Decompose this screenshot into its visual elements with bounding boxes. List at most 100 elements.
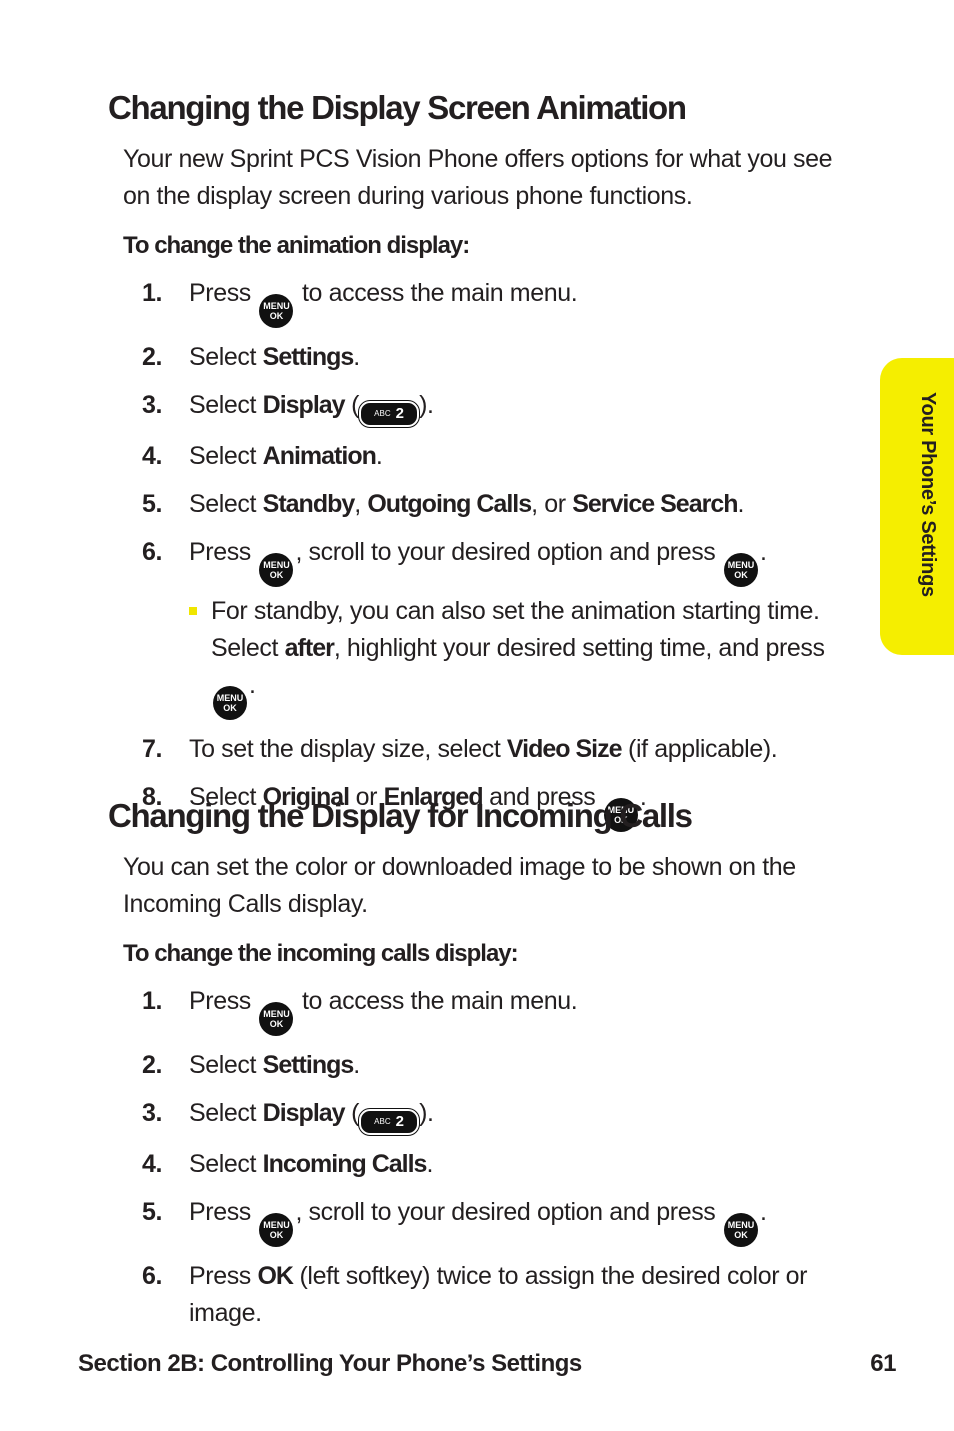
text: (left softkey) twice to assign the desir… bbox=[189, 1261, 808, 1327]
section: Changing the Display Screen Animation You… bbox=[0, 88, 880, 843]
icon-text: OK bbox=[223, 702, 237, 713]
icon-text: OK bbox=[734, 569, 748, 580]
text: Select bbox=[189, 1099, 263, 1127]
menu-key-icon: MENU OK bbox=[259, 1212, 294, 1247]
menu-key-icon: MENU OK bbox=[259, 552, 294, 587]
section: Changing the Display for Incoming Calls Y… bbox=[0, 796, 880, 1343]
text: (if applicable). bbox=[621, 734, 778, 763]
text: Select bbox=[189, 489, 263, 518]
bold-text: Original bbox=[262, 782, 350, 811]
step: 4. Select Incoming Calls. bbox=[142, 1146, 867, 1183]
bold-text: Display bbox=[262, 391, 346, 419]
bold-text: Settings bbox=[262, 1051, 355, 1079]
text: and press bbox=[482, 782, 602, 811]
icon-text: MENU bbox=[263, 1009, 290, 1019]
text: For standby, you can also set the animat… bbox=[211, 596, 820, 662]
text: . bbox=[759, 1197, 767, 1226]
text: Select bbox=[189, 441, 263, 470]
text: Select bbox=[189, 1149, 263, 1178]
step: 8. Select Original or Enlarged and press … bbox=[142, 779, 867, 832]
bold-text: Incoming Calls bbox=[262, 1149, 428, 1178]
icon-text: OK bbox=[734, 1229, 748, 1240]
icon-text: 2 bbox=[395, 405, 404, 422]
step: 5. Select Standby, Outgoing Calls, or Ser… bbox=[142, 486, 867, 523]
step-text: Select Animation. bbox=[189, 438, 383, 475]
step-number: 1. bbox=[142, 987, 163, 1015]
bold-text: Animation bbox=[262, 441, 377, 470]
step: 1. Press MENU OK to access the main menu. bbox=[142, 983, 867, 1036]
text: . bbox=[375, 441, 383, 470]
text: Select bbox=[189, 1051, 263, 1079]
step-number: 2. bbox=[142, 1051, 163, 1079]
step-text: Select Display (ABC 2). bbox=[189, 1095, 434, 1136]
text: , scroll to your desired option and pres… bbox=[295, 537, 722, 566]
step-number: 4. bbox=[142, 441, 163, 470]
text: , scroll to your desired option and pres… bbox=[295, 1197, 722, 1226]
section-title: Changing the Display for Incoming Calls bbox=[108, 797, 693, 834]
text: , highlight your desired setting time, a… bbox=[333, 633, 825, 662]
text: Press bbox=[189, 987, 258, 1015]
step-number: 5. bbox=[142, 1197, 163, 1226]
bold-text: Outgoing Calls bbox=[367, 489, 532, 518]
text: . bbox=[249, 670, 256, 699]
step-text: Select Settings. bbox=[189, 1047, 360, 1084]
icon-text: ABC bbox=[374, 409, 391, 418]
step-text: Select Settings. bbox=[189, 339, 360, 376]
icon-text: OK bbox=[269, 311, 284, 321]
step: 2. Select Settings. bbox=[142, 339, 867, 376]
text: . bbox=[737, 489, 745, 518]
icon-text: MENU bbox=[727, 559, 755, 570]
icon-text: 2 bbox=[395, 1113, 404, 1130]
icon-text: ABC bbox=[374, 1117, 391, 1126]
side-tab-label: Your Phone’s Settings bbox=[917, 392, 939, 597]
abc2-key-icon: ABC 2 bbox=[358, 1107, 421, 1136]
step-number: 3. bbox=[142, 391, 163, 419]
menu-key-icon: MENU OK bbox=[259, 1002, 294, 1036]
bold-text: Settings bbox=[262, 343, 355, 371]
step-number: 8. bbox=[142, 782, 163, 811]
step-text: To set the display size, select Video Si… bbox=[189, 731, 778, 768]
step: 3. Select Display (ABC 2). bbox=[142, 387, 867, 428]
step-number: 1. bbox=[142, 279, 163, 307]
step-text: Press MENU OK to access the main menu. bbox=[189, 983, 578, 1036]
bold-text: OK bbox=[257, 1261, 293, 1290]
step-number: 5. bbox=[142, 489, 163, 518]
side-tab bbox=[880, 358, 954, 655]
icon-text: MENU bbox=[216, 692, 244, 703]
text: Press bbox=[189, 537, 258, 566]
text: or bbox=[349, 782, 384, 811]
icon-text: OK bbox=[614, 814, 628, 825]
bullet-marker bbox=[189, 606, 197, 615]
step-text: Select Display (ABC 2). bbox=[189, 387, 434, 428]
step: 4. Select Animation. bbox=[142, 438, 867, 475]
menu-key-icon: MENU OK bbox=[723, 552, 758, 587]
icon-text: MENU bbox=[727, 1219, 755, 1230]
bold-text: Display bbox=[262, 1099, 346, 1127]
menu-key-icon: MENU OK bbox=[259, 294, 294, 328]
icon-text: MENU bbox=[263, 1219, 290, 1230]
text: To set the display size, select bbox=[189, 734, 507, 763]
step-text: Press MENU OK, scroll to your desired opt… bbox=[189, 1194, 767, 1247]
intro: You can set the color or downloaded imag… bbox=[123, 853, 796, 918]
step: 2. Select Settings. bbox=[142, 1047, 867, 1084]
text: . bbox=[353, 343, 360, 371]
text: . bbox=[639, 782, 647, 811]
text: Press bbox=[189, 1197, 258, 1226]
step-number: 7. bbox=[142, 734, 163, 763]
step: 3. Select Display (ABC 2). bbox=[142, 1095, 867, 1136]
text: Select bbox=[189, 343, 263, 371]
procedure-heading: To change the incoming calls display: bbox=[123, 940, 519, 967]
step-text: Select Standby, Outgoing Calls, or Servi… bbox=[189, 486, 744, 523]
step-number: 4. bbox=[142, 1149, 163, 1178]
text: Press bbox=[189, 279, 258, 307]
icon-text: MENU bbox=[263, 301, 290, 311]
icon-text: MENU bbox=[263, 559, 290, 570]
text: ( bbox=[344, 1099, 360, 1127]
text: ( bbox=[344, 391, 360, 419]
step-number: 6. bbox=[142, 537, 163, 566]
page-number: 61 bbox=[870, 1350, 896, 1377]
step-text: Select Original or Enlarged and press ME… bbox=[189, 779, 647, 832]
step-number: 3. bbox=[142, 1099, 163, 1127]
